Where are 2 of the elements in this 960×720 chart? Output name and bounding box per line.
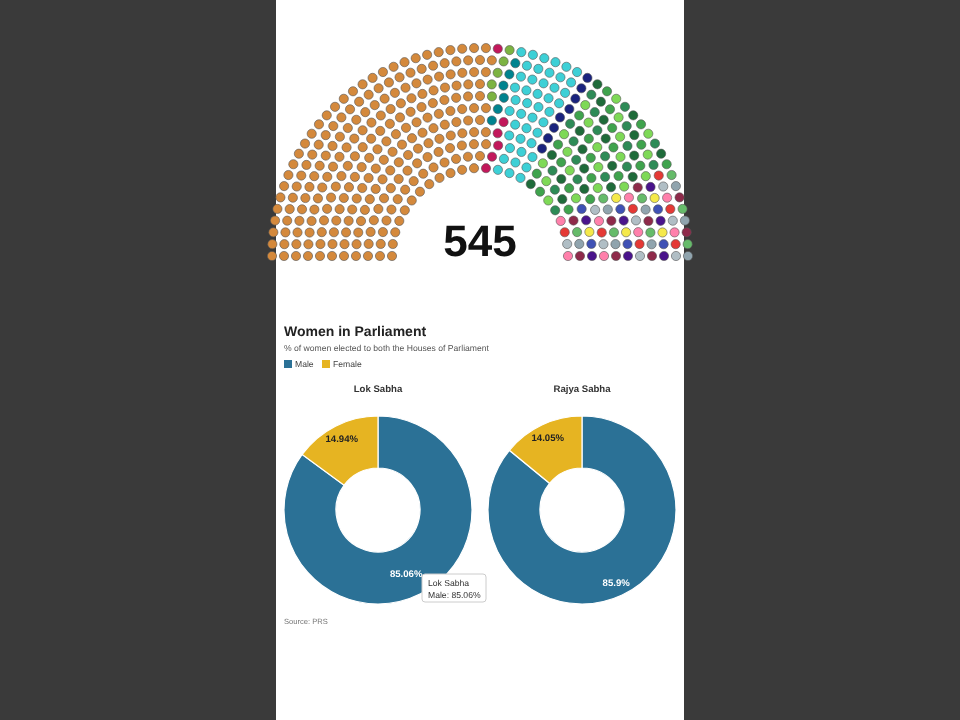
donut-slice (487, 415, 677, 605)
text: 545 (443, 216, 517, 266)
